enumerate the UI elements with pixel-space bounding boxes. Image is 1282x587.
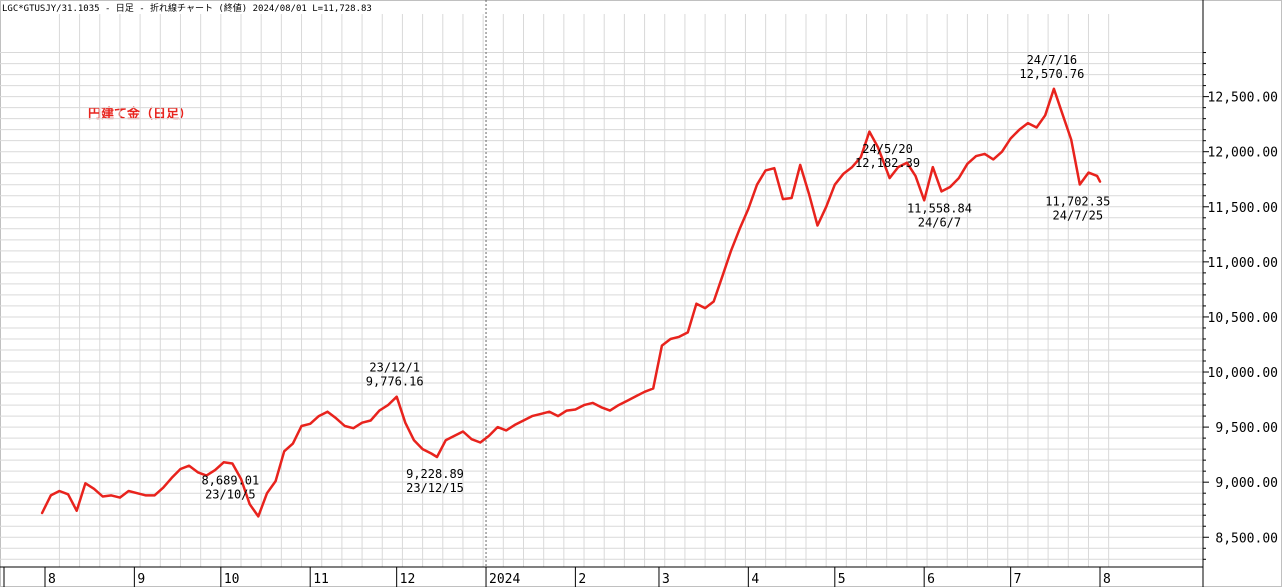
- x-tick-label: 2: [578, 572, 586, 587]
- x-tick-label: 8: [48, 572, 56, 587]
- y-tick-label: 12,500.00: [1208, 91, 1278, 106]
- annotation-value: 9,228.89: [406, 467, 464, 481]
- chart-header: LGC*GTUSJY/31.1035 - 日足 - 折れ線チャート (終値) 2…: [2, 2, 372, 14]
- annotation-date: 23/12/1: [369, 361, 420, 375]
- x-tick-label: 12: [400, 572, 416, 587]
- y-tick-label: 10,000.00: [1208, 366, 1278, 381]
- annotation-value: 8,689.01: [201, 473, 259, 487]
- x-tick-label: 2024: [489, 572, 520, 587]
- x-tick-label: 11: [313, 572, 329, 587]
- annotation-value: 11,558.84: [907, 201, 972, 215]
- grid: [0, 0, 1203, 567]
- annotation-date: 24/7/25: [1053, 208, 1104, 222]
- x-tick-label: 3: [662, 572, 670, 587]
- y-tick-label: 11,000.00: [1208, 256, 1278, 271]
- annotation-value: 12,182.39: [855, 156, 920, 170]
- x-tick-label: 8: [1103, 572, 1111, 587]
- price-line: [40, 87, 1102, 518]
- y-tick-label: 12,000.00: [1208, 146, 1278, 161]
- annotation-value: 9,776.16: [366, 375, 424, 389]
- x-tick-label: 6: [927, 572, 935, 587]
- y-tick-label: 8,500.00: [1215, 531, 1278, 546]
- y-tick-label: 9,000.00: [1215, 476, 1278, 491]
- x-tick-label: 5: [838, 572, 846, 587]
- annotation-value: 11,702.35: [1045, 194, 1110, 208]
- annotation-date: 23/10/5: [205, 487, 256, 501]
- x-tick-label: 7: [1014, 572, 1022, 587]
- x-tick-label: 10: [224, 572, 240, 587]
- series-layer: [40, 87, 1102, 518]
- annotation-date: 24/5/20: [862, 142, 913, 156]
- y-tick-label: 10,500.00: [1208, 311, 1278, 326]
- y-tick-label: 9,500.00: [1215, 421, 1278, 436]
- y-tick-label: 11,500.00: [1208, 201, 1278, 216]
- x-tick-label: 9: [137, 572, 145, 587]
- annotation-date: 23/12/15: [406, 481, 464, 495]
- annotation-date: 24/6/7: [918, 215, 961, 229]
- annotation-value: 12,570.76: [1019, 67, 1084, 81]
- annotation-date: 24/7/16: [1027, 53, 1078, 67]
- x-tick-label: 4: [751, 572, 759, 587]
